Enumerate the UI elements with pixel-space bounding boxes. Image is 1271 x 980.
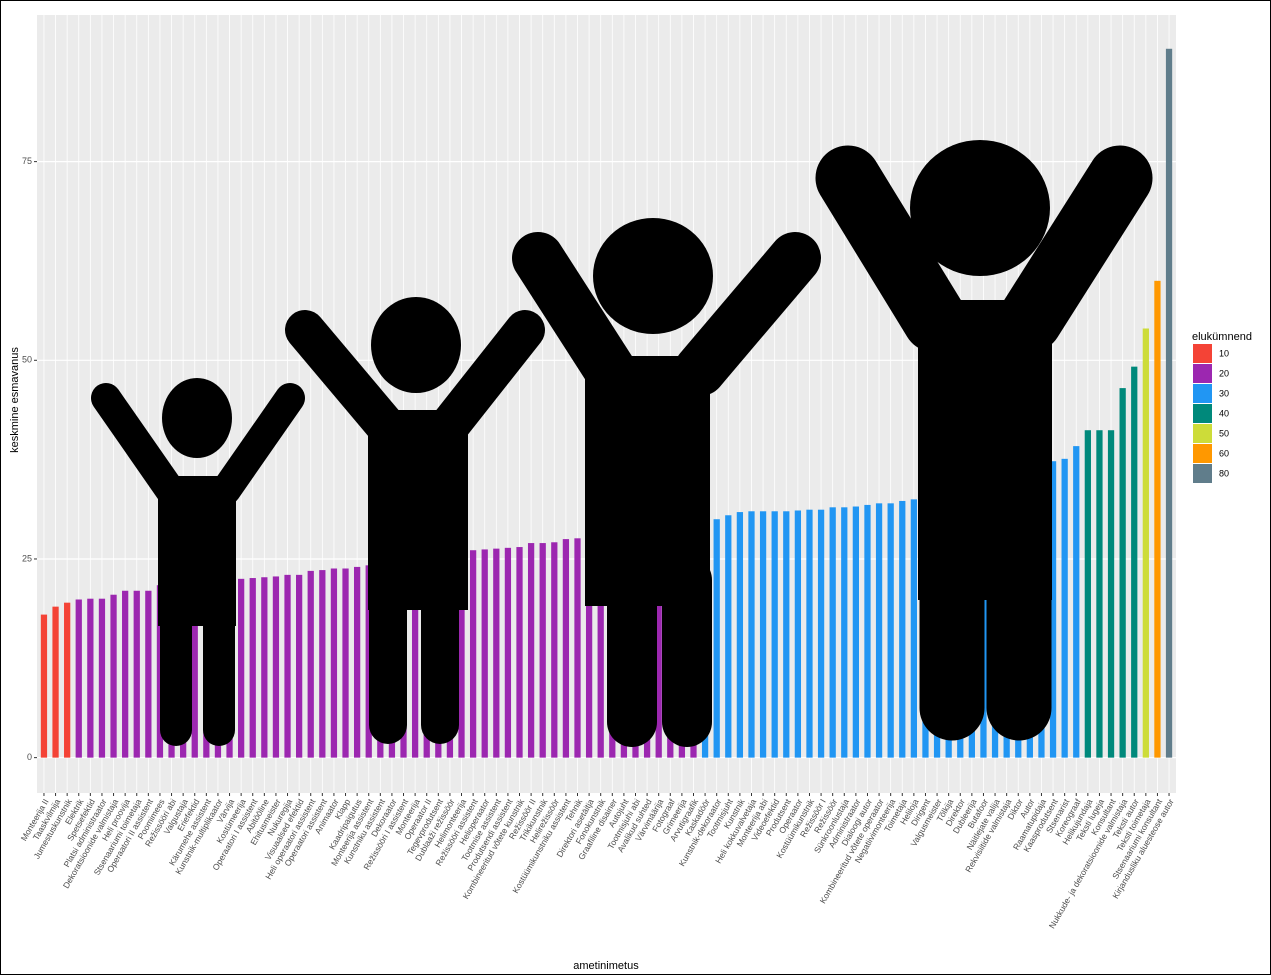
bar — [493, 548, 500, 758]
bar — [75, 599, 82, 758]
bar — [713, 519, 720, 758]
legend-label: 40 — [1219, 408, 1229, 418]
bar — [1084, 430, 1091, 758]
bar — [887, 503, 894, 758]
bar — [817, 509, 825, 758]
bar — [516, 547, 523, 758]
bar — [261, 577, 268, 758]
bar — [353, 566, 361, 758]
bar — [504, 547, 512, 758]
bar — [852, 506, 860, 758]
bar — [122, 590, 129, 758]
bar — [1154, 280, 1161, 758]
y-tick-label: 50 — [22, 355, 32, 365]
bar — [342, 568, 349, 758]
bar — [469, 550, 477, 758]
bar — [365, 565, 372, 758]
figures — [91, 140, 1153, 747]
figure — [815, 140, 1153, 741]
legend: 10 20 30 40 50 60 80 — [1193, 344, 1229, 483]
bar — [249, 578, 256, 758]
figure — [512, 218, 821, 747]
bar — [1061, 458, 1068, 758]
legend-label: 20 — [1219, 368, 1229, 378]
y-tick-label: 25 — [22, 553, 32, 563]
bar — [771, 511, 778, 758]
legend-label: 10 — [1219, 348, 1229, 358]
bar — [899, 500, 906, 758]
bar — [597, 535, 604, 758]
legend-key — [1193, 364, 1212, 383]
bar — [238, 578, 245, 758]
bar — [806, 509, 813, 758]
figure — [285, 297, 545, 744]
bar — [759, 511, 767, 758]
bar — [330, 568, 338, 758]
legend-key — [1193, 464, 1212, 483]
bar — [864, 504, 871, 758]
bar — [585, 536, 593, 758]
bar — [574, 538, 581, 758]
x-axis-title: ametinimetus — [573, 960, 639, 972]
bar — [64, 602, 71, 758]
legend-label: 80 — [1219, 468, 1229, 478]
y-tick-label: 75 — [22, 156, 32, 166]
bar — [748, 511, 755, 758]
bar — [319, 570, 326, 758]
bar — [527, 543, 535, 758]
bar — [481, 549, 488, 758]
legend-title: elukümnend — [1192, 331, 1252, 343]
legend-label: 60 — [1219, 448, 1229, 458]
bar — [1096, 430, 1103, 758]
legend-key — [1193, 404, 1212, 423]
bar — [1049, 461, 1057, 758]
bar — [551, 542, 558, 758]
y-axis-title: keskmine esmavanus — [9, 347, 21, 453]
legend-key — [1193, 384, 1212, 403]
bar — [910, 499, 917, 758]
bar — [562, 539, 570, 758]
bar — [736, 512, 744, 758]
legend-key — [1193, 444, 1212, 463]
bar — [1165, 48, 1173, 758]
bar — [1131, 366, 1138, 758]
legend-label: 30 — [1219, 388, 1229, 398]
y-tick-label: 0 — [27, 752, 32, 762]
bar — [52, 606, 59, 758]
bar — [1142, 328, 1149, 758]
bar — [110, 594, 117, 758]
bar — [98, 598, 106, 758]
bar — [458, 551, 465, 758]
bar — [725, 515, 732, 758]
bar — [655, 527, 662, 758]
bar — [307, 570, 314, 758]
bar — [1119, 388, 1126, 758]
bar — [1073, 446, 1080, 758]
bar — [841, 507, 848, 758]
bar — [1107, 430, 1115, 758]
bar — [296, 574, 303, 758]
bar — [875, 503, 883, 758]
bar — [829, 507, 836, 758]
figure — [91, 378, 305, 746]
bar — [272, 576, 280, 758]
bar — [411, 554, 419, 758]
legend-key — [1193, 344, 1212, 363]
bar — [783, 511, 790, 758]
bar — [156, 585, 164, 758]
bar — [145, 590, 152, 758]
bar — [794, 510, 802, 758]
bar — [133, 590, 140, 758]
bar — [539, 543, 546, 758]
legend-label: 50 — [1219, 428, 1229, 438]
bar — [191, 582, 198, 758]
bar — [87, 598, 94, 758]
bar — [284, 574, 291, 758]
bar — [40, 614, 48, 758]
legend-key — [1193, 424, 1212, 443]
